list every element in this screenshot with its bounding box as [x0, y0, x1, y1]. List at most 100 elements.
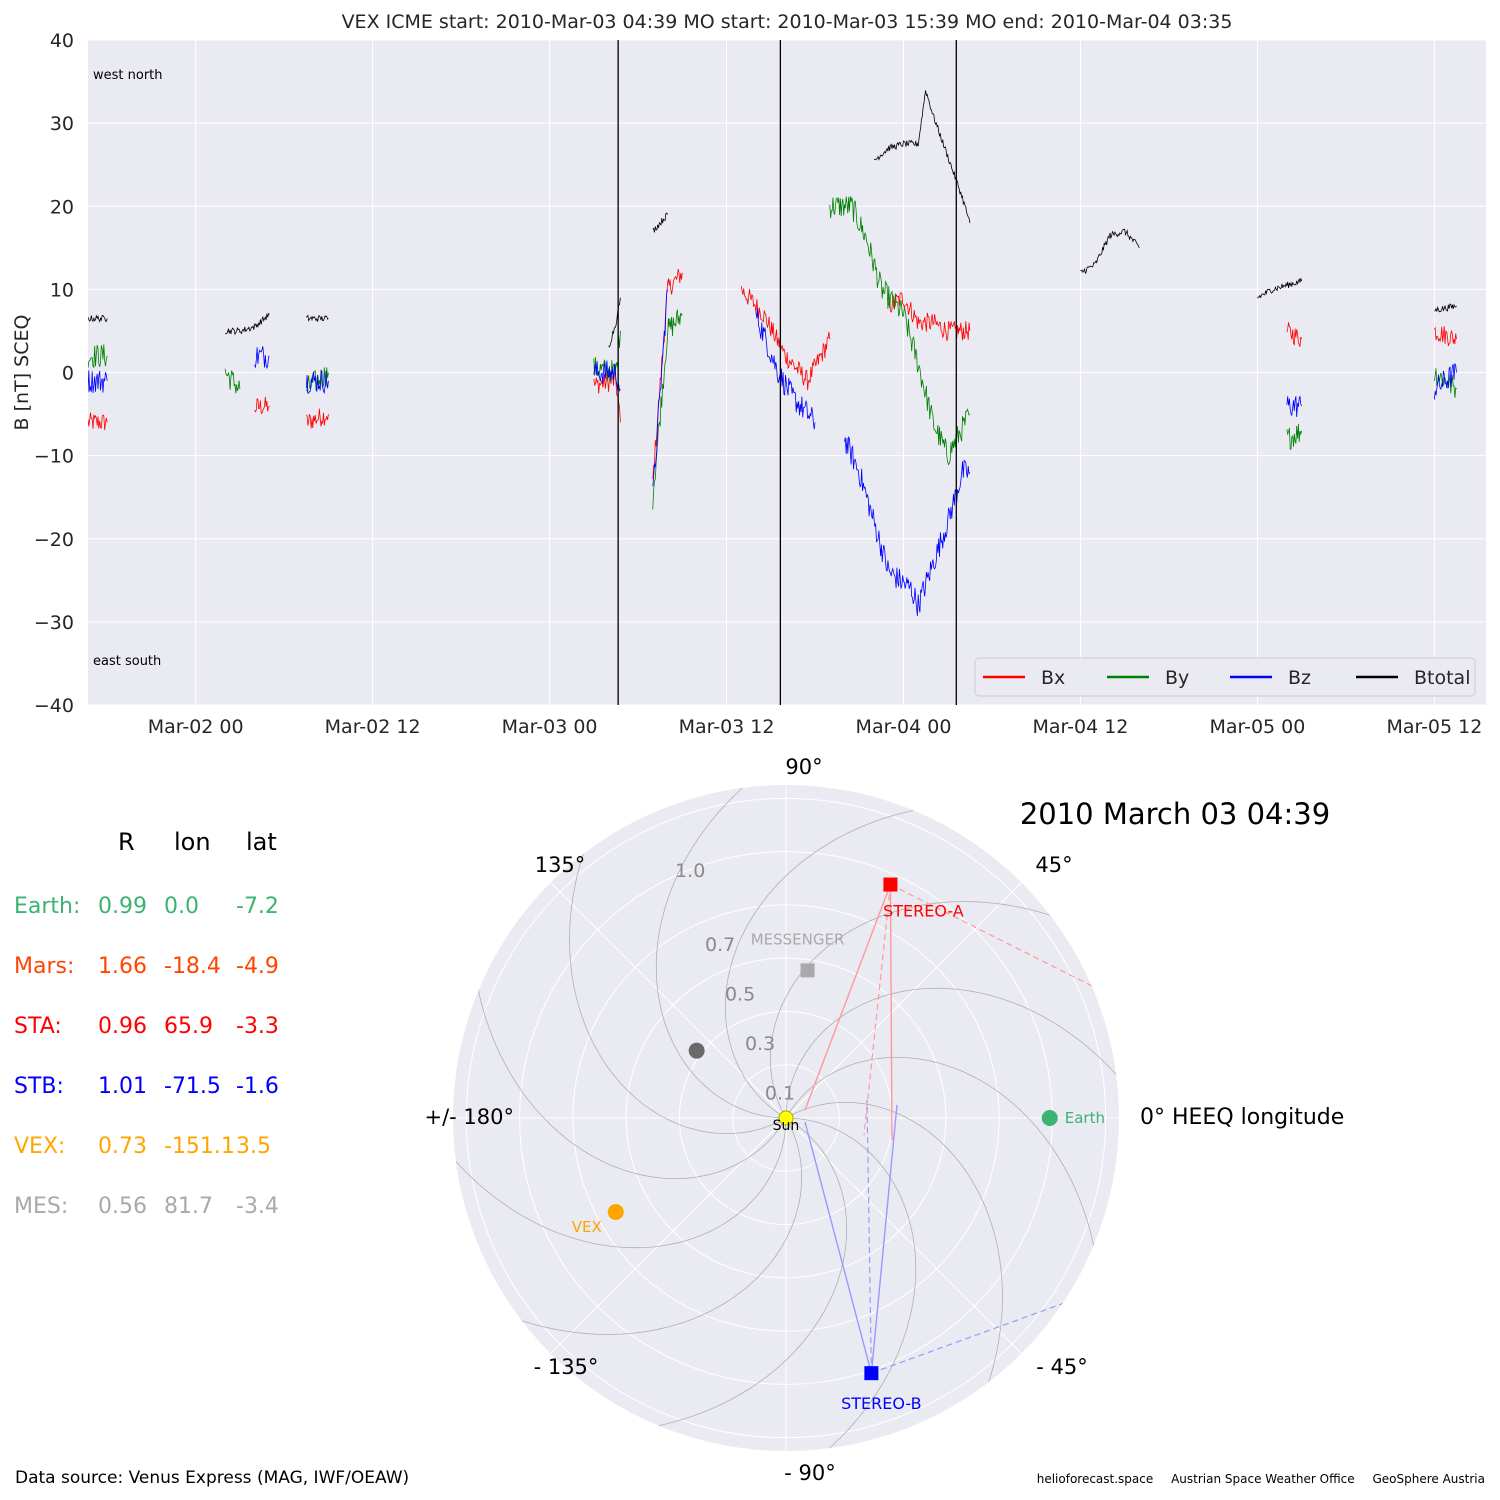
series-line-bz: [254, 346, 270, 370]
polar-date-title: 2010 March 03 04:39: [1020, 797, 1330, 831]
series-line-bz: [755, 307, 816, 430]
series-line-btotal: [652, 212, 668, 233]
position-cell-label: STA:: [14, 1014, 62, 1039]
legend-label-bx: Bx: [1041, 667, 1065, 689]
series-line-btotal: [88, 314, 108, 323]
angular-gridline: [785, 882, 1022, 1119]
series-line-btotal: [225, 312, 270, 336]
stb-fov-dashed-line: [871, 1289, 1101, 1374]
field-of-view-lines: [804, 884, 1101, 1374]
angle-label: 135°: [535, 853, 586, 877]
parker-spiral-line: [785, 987, 1119, 1222]
radial-tick-label: 0.1: [765, 1082, 795, 1104]
position-cell-label: VEX:: [14, 1134, 66, 1159]
body-marker-earth: [1041, 1110, 1058, 1126]
y-tick-label: 20: [50, 196, 74, 218]
x-tick-label: Mar-02 00: [148, 716, 244, 738]
angle-label: - 45°: [1036, 1355, 1087, 1379]
position-cell-lat: 3.5: [236, 1134, 271, 1159]
series-line-by: [829, 196, 971, 466]
series-line-bx: [1434, 326, 1457, 347]
series-line-bz: [305, 370, 329, 394]
position-cell-r: 0.73: [98, 1134, 147, 1159]
radial-tick-label: 0.3: [745, 1033, 775, 1055]
series-line-bx: [254, 396, 270, 414]
series-line-bz: [652, 289, 668, 487]
y-tick-label: 40: [50, 30, 74, 52]
body-label-earth: Earth: [1065, 1109, 1105, 1127]
position-cell-r: 0.56: [98, 1194, 147, 1219]
series-line-btotal: [1434, 303, 1457, 313]
series-line-by: [88, 344, 108, 369]
position-cell-label: STB:: [14, 1074, 64, 1099]
credit-geosphere: GeoSphere Austria: [1372, 1472, 1485, 1486]
series-line-btotal: [305, 314, 329, 322]
angular-gridline: [550, 882, 787, 1119]
timeseries-chart: 40 30 20 10 0 −10 −20 −30 −40 Mar-02 00 Mar-02 12 M…: [11, 11, 1486, 738]
position-cell-lon: -18.4: [164, 954, 221, 979]
angle-label: 90°: [785, 755, 822, 779]
position-cell-r: 1.01: [98, 1074, 147, 1099]
y-tick-label: −30: [34, 612, 74, 634]
position-cell-lon: -71.5: [164, 1074, 221, 1099]
stb-fov-line: [804, 1121, 873, 1374]
chart-title: VEX ICME start: 2010-Mar-03 04:39 MO sta…: [342, 11, 1233, 33]
angle-label: - 135°: [534, 1355, 599, 1379]
series-line-bz: [844, 436, 971, 616]
position-cell-lon: -151.1: [164, 1134, 235, 1159]
y-axis-label: B [nT] SCEQ: [11, 315, 33, 431]
series-line-bz: [1286, 395, 1303, 418]
position-cell-lon: 81.7: [164, 1194, 213, 1219]
y-tick-label: 10: [50, 279, 74, 301]
series-line-bz: [1434, 363, 1457, 400]
x-tick-label: Mar-05 12: [1386, 716, 1482, 738]
parker-spiral-line: [453, 1014, 787, 1249]
position-cell-r: 0.96: [98, 1014, 147, 1039]
x-tick-label: Mar-03 12: [679, 716, 775, 738]
radial-tick-label: 0.5: [725, 983, 755, 1005]
position-cell-label: MES:: [14, 1194, 69, 1219]
legend-label-btotal: Btotal: [1414, 667, 1470, 689]
legend-label-bz: Bz: [1288, 667, 1311, 689]
series-line-by: [1286, 423, 1303, 450]
series-line-bz: [593, 360, 621, 392]
header-lat: lat: [246, 828, 277, 856]
x-tick-label: Mar-03 00: [502, 716, 598, 738]
body-marker-messenger: [800, 963, 815, 978]
sta-fov-line: [889, 884, 893, 1141]
series-line-bx: [1286, 322, 1303, 347]
angle-label: 45°: [1035, 853, 1072, 877]
body-marker-sun: [778, 1110, 794, 1126]
position-cell-lat: -3.4: [236, 1194, 279, 1219]
body-marker-stereo-a: [883, 877, 898, 892]
legend-label-by: By: [1165, 667, 1189, 689]
sta-fov-line: [804, 884, 892, 1111]
y-tick-label: −40: [34, 695, 74, 717]
sta-fov-dashed-line: [890, 884, 1101, 991]
series-line-by: [224, 368, 241, 394]
angle-label: - 90°: [784, 1461, 835, 1485]
body-label-sun: Sun: [773, 1118, 800, 1134]
position-cell-label: Earth:: [14, 894, 81, 919]
sta-fov-dashed-line: [863, 884, 892, 1136]
angle-label: 0° HEEQ longitude: [1140, 1105, 1344, 1130]
body-marker-vex: [607, 1203, 624, 1220]
angular-gridline: [785, 1117, 1022, 1354]
series-line-by: [652, 309, 683, 510]
parker-spiral-line: [655, 785, 890, 1119]
legend-frame: [974, 657, 1476, 697]
data-source-note: Data source: Venus Express (MAG, IWF/OEA…: [15, 1468, 410, 1488]
position-cell-lat: -7.2: [236, 894, 279, 919]
position-cell-lat: -4.9: [236, 954, 279, 979]
body-marker-unlabeled-body: [688, 1042, 705, 1059]
stb-fov-dashed-line: [866, 1099, 872, 1374]
position-cell-label: Mars:: [14, 954, 75, 979]
y-tick-label: 30: [50, 113, 74, 135]
header-r: R: [118, 828, 135, 856]
series-line-bx: [306, 408, 329, 429]
x-tick-label: Mar-02 12: [325, 716, 421, 738]
position-cell-lat: -3.3: [236, 1014, 279, 1039]
credit-aswo: Austrian Space Weather Office: [1171, 1472, 1355, 1486]
series-line-btotal: [1257, 278, 1303, 299]
stb-fov-line: [870, 1104, 898, 1374]
